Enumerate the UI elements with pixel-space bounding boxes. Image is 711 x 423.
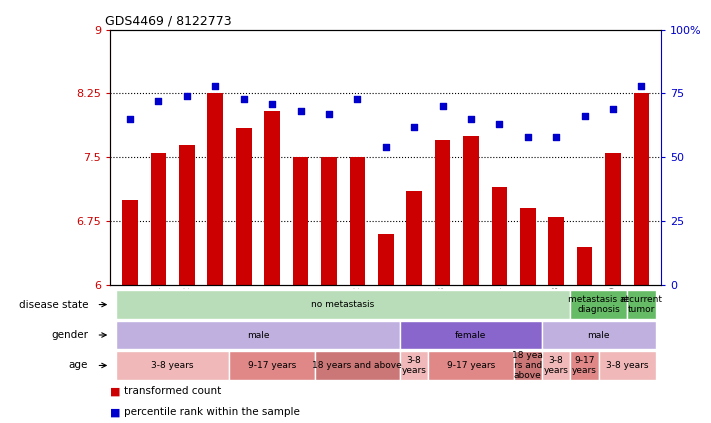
Text: no metastasis: no metastasis xyxy=(311,300,375,309)
Text: percentile rank within the sample: percentile rank within the sample xyxy=(124,407,300,418)
Text: metastasis at
diagnosis: metastasis at diagnosis xyxy=(568,295,629,314)
Text: GDS4469 / 8122773: GDS4469 / 8122773 xyxy=(105,14,231,27)
Point xyxy=(352,95,363,102)
Bar xyxy=(599,351,656,380)
Bar xyxy=(151,153,166,285)
Text: age: age xyxy=(69,360,88,371)
Bar xyxy=(315,351,400,380)
Point xyxy=(493,121,505,127)
Text: 3-8
years: 3-8 years xyxy=(402,356,427,375)
Bar xyxy=(634,93,649,285)
Bar xyxy=(570,351,599,380)
Text: 3-8 years: 3-8 years xyxy=(151,361,194,370)
Bar xyxy=(542,321,656,349)
Text: male: male xyxy=(247,330,269,340)
Bar xyxy=(400,351,428,380)
Point xyxy=(522,134,533,140)
Bar xyxy=(577,247,592,285)
Text: 3-8
years: 3-8 years xyxy=(544,356,569,375)
Text: female: female xyxy=(455,330,486,340)
Point xyxy=(210,82,221,89)
Point xyxy=(181,93,193,99)
Bar xyxy=(264,110,280,285)
Bar xyxy=(116,351,230,380)
Text: 9-17 years: 9-17 years xyxy=(447,361,495,370)
Point xyxy=(636,82,647,89)
Bar xyxy=(406,192,422,285)
Bar xyxy=(434,140,450,285)
Bar xyxy=(122,200,138,285)
Text: recurrent
tumor: recurrent tumor xyxy=(621,295,663,314)
Bar xyxy=(491,187,507,285)
Text: ■: ■ xyxy=(110,407,121,418)
Text: 3-8 years: 3-8 years xyxy=(606,361,648,370)
Bar xyxy=(400,321,542,349)
Point xyxy=(380,144,391,151)
Point xyxy=(238,95,250,102)
Bar xyxy=(627,290,656,319)
Bar xyxy=(428,351,513,380)
Bar xyxy=(513,351,542,380)
Bar xyxy=(378,234,393,285)
Point xyxy=(408,124,419,130)
Text: transformed count: transformed count xyxy=(124,386,221,396)
Point xyxy=(579,113,590,120)
Text: 9-17
years: 9-17 years xyxy=(572,356,597,375)
Text: 18 years and above: 18 years and above xyxy=(312,361,402,370)
Bar xyxy=(542,351,570,380)
Bar xyxy=(350,157,365,285)
Bar xyxy=(321,157,337,285)
Bar xyxy=(605,153,621,285)
Text: disease state: disease state xyxy=(18,299,88,310)
Bar xyxy=(116,290,570,319)
Bar xyxy=(116,321,400,349)
Bar xyxy=(463,136,479,285)
Bar xyxy=(208,93,223,285)
Point xyxy=(437,103,448,110)
Bar xyxy=(230,351,315,380)
Point xyxy=(267,100,278,107)
Point xyxy=(465,115,476,122)
Text: 9-17 years: 9-17 years xyxy=(248,361,296,370)
Text: ■: ■ xyxy=(110,386,121,396)
Point xyxy=(153,98,164,104)
Point xyxy=(295,108,306,115)
Bar xyxy=(293,157,309,285)
Point xyxy=(550,134,562,140)
Text: male: male xyxy=(587,330,610,340)
Point xyxy=(324,110,335,117)
Bar xyxy=(548,217,564,285)
Bar xyxy=(570,290,627,319)
Text: gender: gender xyxy=(51,330,88,340)
Text: 18 yea
rs and
above: 18 yea rs and above xyxy=(513,351,543,380)
Bar xyxy=(179,145,195,285)
Bar xyxy=(520,209,535,285)
Point xyxy=(607,105,619,112)
Point xyxy=(124,115,136,122)
Bar xyxy=(236,128,252,285)
